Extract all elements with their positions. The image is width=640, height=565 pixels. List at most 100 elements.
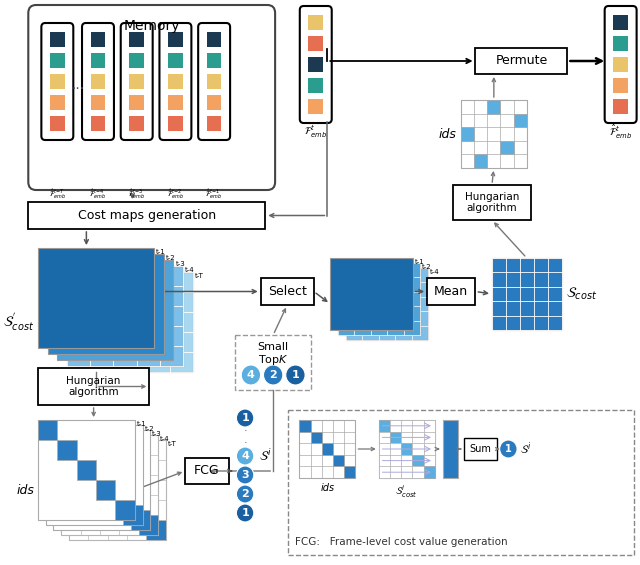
Bar: [54, 430, 150, 530]
FancyBboxPatch shape: [300, 6, 332, 123]
Bar: [69, 440, 166, 540]
Text: t-1: t-1: [156, 249, 166, 255]
Text: Sum: Sum: [469, 444, 492, 454]
Circle shape: [236, 466, 254, 484]
Text: 2: 2: [241, 489, 249, 499]
Bar: [613, 15, 628, 30]
Circle shape: [285, 365, 305, 385]
Bar: [50, 32, 65, 47]
Bar: [513, 114, 527, 127]
Circle shape: [236, 485, 254, 503]
Text: $\hat{\mathcal{F}}_{emb}^{t\!-\!2}$: $\hat{\mathcal{F}}_{emb}^{t\!-\!2}$: [167, 188, 184, 201]
Bar: [613, 36, 628, 51]
Bar: [207, 74, 221, 89]
Bar: [91, 74, 105, 89]
Text: 3: 3: [241, 470, 249, 480]
Bar: [379, 420, 390, 432]
FancyBboxPatch shape: [159, 23, 191, 140]
Bar: [129, 74, 144, 89]
Bar: [464, 438, 497, 460]
Bar: [308, 78, 323, 93]
FancyBboxPatch shape: [605, 6, 637, 123]
Bar: [379, 466, 390, 478]
Circle shape: [241, 365, 260, 385]
Text: $\hat{\mathcal{F}}_{emb}^{t\!-\!1}$: $\hat{\mathcal{F}}_{emb}^{t\!-\!1}$: [205, 188, 223, 201]
Text: 4: 4: [241, 451, 249, 461]
Text: Small: Small: [258, 342, 289, 352]
Bar: [129, 116, 144, 131]
Bar: [379, 420, 435, 478]
Text: Select: Select: [268, 285, 307, 298]
Bar: [207, 95, 221, 110]
Bar: [427, 278, 476, 305]
Bar: [424, 420, 435, 432]
Text: 2: 2: [269, 370, 277, 380]
Text: ids: ids: [438, 128, 456, 141]
Text: 1: 1: [292, 370, 300, 380]
Bar: [147, 520, 166, 540]
Bar: [346, 268, 428, 340]
Bar: [129, 95, 144, 110]
Bar: [129, 53, 144, 68]
Bar: [308, 99, 323, 114]
Bar: [50, 116, 65, 131]
Bar: [401, 432, 412, 443]
Bar: [127, 500, 147, 520]
Text: Cost maps generation: Cost maps generation: [78, 209, 216, 222]
Bar: [344, 466, 355, 478]
Bar: [129, 32, 144, 47]
Bar: [613, 57, 628, 72]
Bar: [613, 78, 628, 93]
Text: 1: 1: [241, 413, 249, 423]
Bar: [401, 466, 412, 478]
Bar: [207, 53, 221, 68]
Bar: [92, 470, 111, 490]
Text: t-T: t-T: [168, 441, 177, 447]
Bar: [207, 116, 221, 131]
Bar: [260, 278, 314, 305]
Bar: [412, 443, 424, 455]
Bar: [500, 141, 513, 154]
Text: $\mathcal{S}_{cost}$: $\mathcal{S}_{cost}$: [566, 286, 598, 302]
Bar: [131, 510, 150, 530]
Bar: [111, 490, 131, 510]
Text: ids: ids: [320, 483, 335, 493]
Bar: [91, 116, 105, 131]
Bar: [390, 455, 401, 466]
Bar: [168, 95, 182, 110]
Text: $\mathcal{S}_{cost}^{'}$: $\mathcal{S}_{cost}^{'}$: [3, 311, 34, 333]
Bar: [47, 254, 164, 354]
Bar: [45, 425, 143, 525]
Bar: [322, 443, 333, 455]
Bar: [50, 95, 65, 110]
Bar: [61, 435, 81, 455]
Bar: [139, 515, 158, 535]
Text: Permute: Permute: [495, 54, 548, 67]
Text: t-2: t-2: [166, 255, 175, 261]
Bar: [77, 272, 193, 372]
Text: t-4: t-4: [185, 267, 195, 273]
Bar: [401, 443, 412, 455]
Bar: [424, 466, 435, 478]
Bar: [50, 74, 65, 89]
Bar: [412, 455, 424, 466]
Bar: [379, 432, 390, 443]
Bar: [310, 432, 322, 443]
Bar: [401, 420, 412, 432]
Text: t-1: t-1: [415, 259, 424, 265]
Bar: [96, 480, 115, 500]
Circle shape: [236, 409, 254, 427]
Bar: [613, 99, 628, 114]
Bar: [168, 53, 182, 68]
Bar: [77, 460, 96, 480]
Bar: [108, 480, 127, 500]
Bar: [461, 127, 474, 141]
Text: t-2: t-2: [145, 426, 154, 432]
FancyBboxPatch shape: [198, 23, 230, 140]
Bar: [390, 466, 401, 478]
Bar: [492, 258, 562, 330]
Bar: [424, 443, 435, 455]
FancyBboxPatch shape: [42, 23, 74, 140]
Bar: [308, 15, 323, 30]
Bar: [412, 432, 424, 443]
